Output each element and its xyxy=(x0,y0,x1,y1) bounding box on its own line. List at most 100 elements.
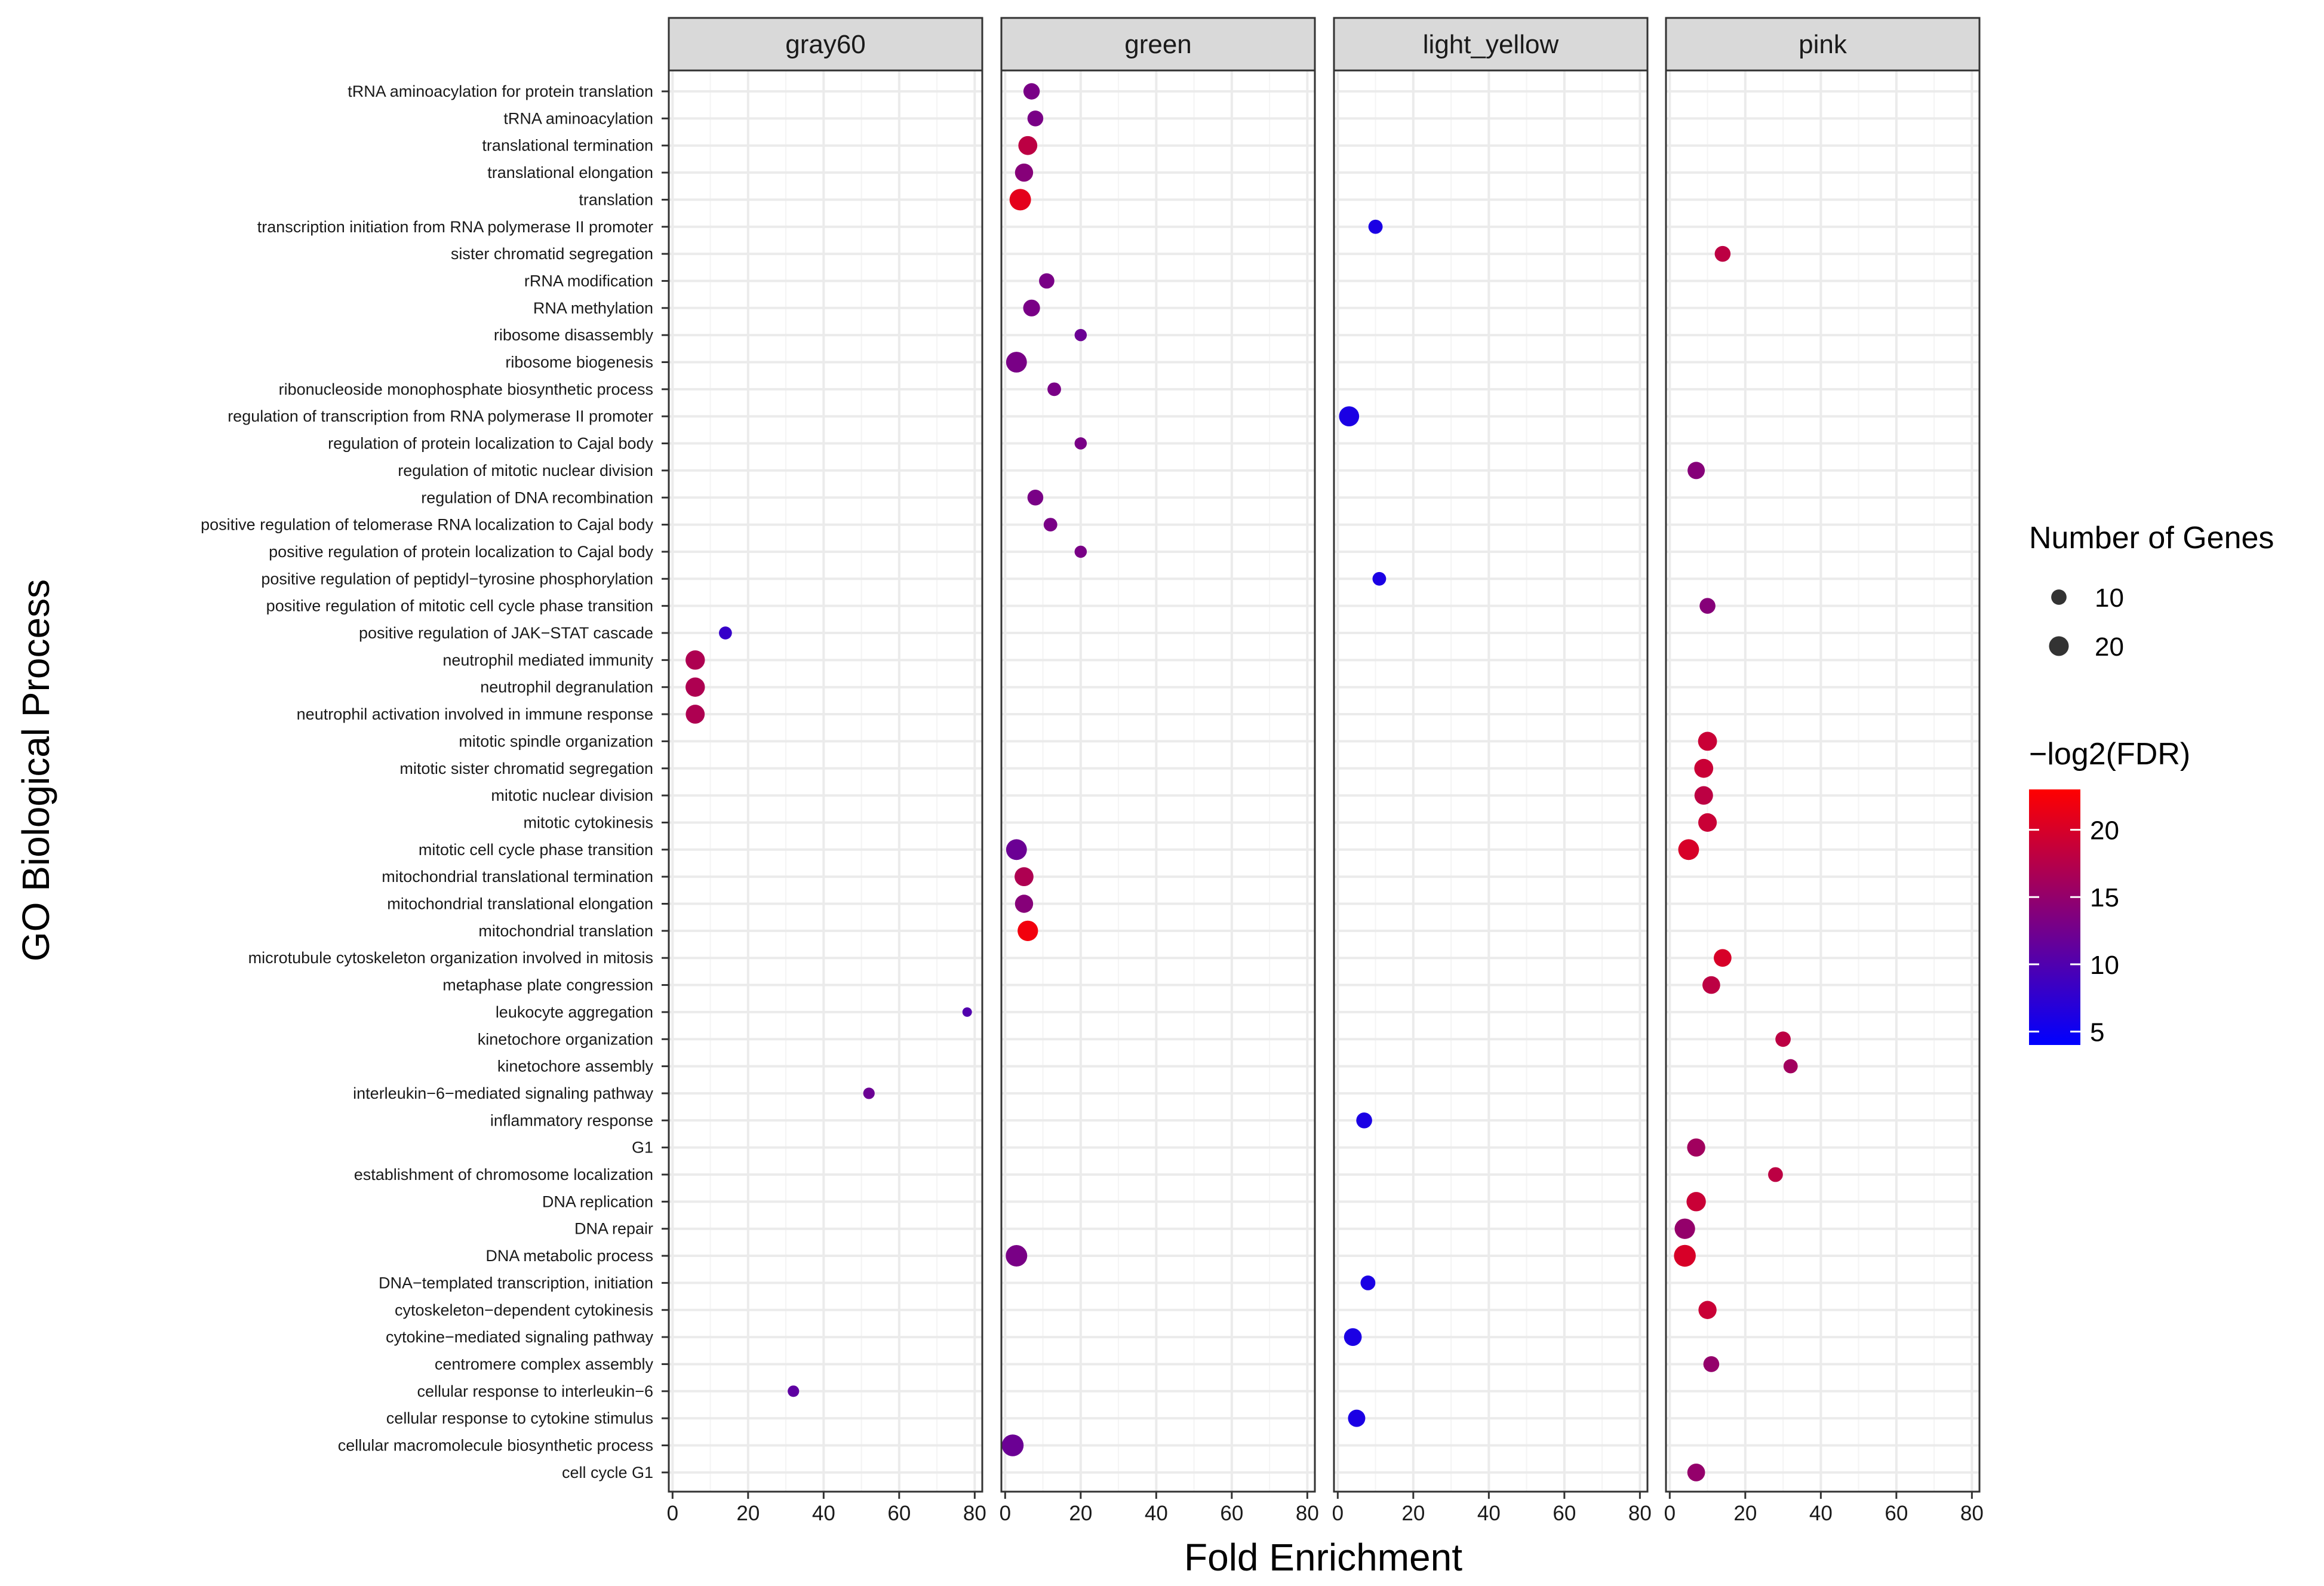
data-point xyxy=(1015,895,1034,913)
data-point xyxy=(1698,813,1717,832)
x-tick-label: 60 xyxy=(1220,1502,1243,1525)
y-tick-label: rRNA modification xyxy=(524,272,653,290)
y-tick-label: regulation of DNA recombination xyxy=(421,488,653,506)
data-point xyxy=(1023,83,1040,100)
x-tick-label: 20 xyxy=(1733,1502,1757,1525)
x-tick-label: 80 xyxy=(1296,1502,1319,1525)
data-point xyxy=(1702,976,1720,994)
y-tick-label: positive regulation of telomerase RNA lo… xyxy=(201,516,653,534)
strip-label: green xyxy=(1124,30,1192,59)
data-point xyxy=(788,1385,800,1397)
data-point xyxy=(1698,1301,1717,1319)
y-tick-label: transcription initiation from RNA polyme… xyxy=(257,218,653,236)
color-bar-label: 15 xyxy=(2090,883,2119,912)
strip-label: gray60 xyxy=(785,30,866,59)
panel-border xyxy=(1000,69,1316,1493)
y-tick-label: regulation of mitotic nuclear division xyxy=(398,462,653,480)
data-point xyxy=(685,677,705,697)
legend-number-of-genes: Number of Genes 10 20 xyxy=(2029,521,2274,662)
color-bar-label: 10 xyxy=(2090,951,2119,980)
y-tick-label: positive regulation of peptidyl−tyrosine… xyxy=(261,570,653,588)
data-point xyxy=(1678,839,1699,860)
data-point xyxy=(1027,489,1044,506)
x-axis-title: Fold Enrichment xyxy=(1184,1536,1462,1579)
color-bar-label: 5 xyxy=(2090,1018,2104,1047)
legend-size-key xyxy=(2051,589,2067,605)
x-tick-label: 80 xyxy=(1628,1502,1652,1525)
y-tick-label: cellular macromolecule biosynthetic proc… xyxy=(338,1437,653,1455)
color-bar xyxy=(2029,789,2080,1045)
data-point xyxy=(1015,867,1034,887)
legend-color-title: −log2(FDR) xyxy=(2029,737,2190,772)
x-tick-label: 0 xyxy=(1664,1502,1676,1525)
data-point xyxy=(1699,598,1716,614)
data-point xyxy=(1074,328,1087,342)
legend-size-label: 10 xyxy=(2095,583,2124,613)
y-tick-label: mitochondrial translational elongation xyxy=(387,895,653,913)
data-point xyxy=(1006,352,1027,373)
data-point xyxy=(1015,163,1034,182)
y-tick-label: regulation of transcription from RNA pol… xyxy=(228,407,653,425)
data-point xyxy=(1687,462,1705,480)
panel-gray60: gray60 0 20 40 60 80 xyxy=(667,17,986,1525)
y-tick-label: inflammatory response xyxy=(490,1111,653,1129)
data-point xyxy=(1001,1434,1024,1456)
data-point xyxy=(1686,1192,1706,1212)
y-tick-label: kinetochore assembly xyxy=(497,1058,654,1075)
y-tick-label: G1 xyxy=(632,1139,653,1157)
y-tick-label: mitochondrial translation xyxy=(478,922,653,940)
y-tick-label: leukocyte aggregation xyxy=(496,1003,653,1021)
data-point xyxy=(1356,1112,1372,1129)
data-point xyxy=(1027,110,1044,127)
data-point xyxy=(1348,1409,1366,1427)
x-tick-label: 20 xyxy=(1069,1502,1092,1525)
data-point xyxy=(1043,518,1058,532)
y-tick-label: translation xyxy=(579,190,653,208)
panel-background xyxy=(1334,70,1647,1492)
strip-header xyxy=(1000,17,1316,72)
y-tick-label: ribosome biogenesis xyxy=(505,354,653,371)
y-tick-label: tRNA aminoacylation for protein translat… xyxy=(348,82,653,100)
y-tick-label: cytoskeleton−dependent cytokinesis xyxy=(395,1301,653,1319)
y-tick-label: mitotic nuclear division xyxy=(491,786,653,804)
y-tick-label: DNA−templated transcription, initiation xyxy=(379,1274,653,1292)
y-tick-label: ribonucleoside monophosphate biosyntheti… xyxy=(279,380,653,398)
y-tick-label: centromere complex assembly xyxy=(435,1355,654,1373)
data-point xyxy=(863,1087,875,1099)
data-point xyxy=(1006,839,1027,860)
y-tick-label: neutrophil mediated immunity xyxy=(442,651,653,669)
panel-background xyxy=(669,70,982,1492)
data-point xyxy=(1674,1244,1696,1267)
data-point xyxy=(1714,245,1731,262)
y-tick-label: regulation of protein localization to Ca… xyxy=(328,435,653,453)
y-tick-label: mitotic cytokinesis xyxy=(523,813,653,831)
data-point xyxy=(1768,1167,1783,1182)
x-tick-label: 0 xyxy=(1332,1502,1344,1525)
data-point xyxy=(1783,1059,1798,1074)
y-axis-tick-labels: tRNA aminoacylation for protein translat… xyxy=(201,82,669,1482)
x-tick-label: 20 xyxy=(1401,1502,1425,1525)
legend-fdr: −log2(FDR) 5 10 15 20 xyxy=(2029,737,2190,1047)
y-tick-label: mitotic spindle organization xyxy=(459,732,653,750)
y-tick-label: neutrophil degranulation xyxy=(480,678,653,696)
panel-border xyxy=(1333,69,1649,1493)
panel-green: green 0 20 40 60 80 xyxy=(1000,17,1319,1525)
y-tick-label: positive regulation of mitotic cell cycl… xyxy=(266,597,653,615)
y-tick-label: mitotic cell cycle phase transition xyxy=(419,841,653,859)
y-tick-label: microtubule cytoskeleton organization in… xyxy=(248,949,653,967)
x-tick-label: 0 xyxy=(1000,1502,1011,1525)
data-point xyxy=(1687,1464,1705,1482)
y-tick-label: translational elongation xyxy=(487,164,653,182)
legend-size-title: Number of Genes xyxy=(2029,521,2274,555)
data-point xyxy=(1694,786,1713,805)
data-point xyxy=(962,1007,972,1017)
data-point xyxy=(1074,545,1087,558)
x-tick-label: 80 xyxy=(963,1502,986,1525)
data-point xyxy=(1698,731,1717,751)
data-point xyxy=(1009,189,1031,211)
x-tick-label: 60 xyxy=(1553,1502,1576,1525)
x-tick-label: 40 xyxy=(1809,1502,1833,1525)
legend-size-label: 20 xyxy=(2095,632,2124,662)
y-tick-label: cellular response to interleukin−6 xyxy=(417,1382,653,1400)
